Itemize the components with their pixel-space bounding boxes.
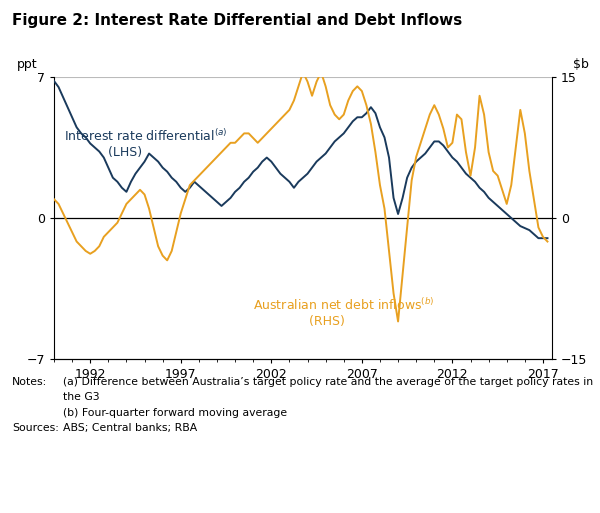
Text: the G3: the G3	[63, 392, 100, 402]
Text: (a) Difference between Australia’s target policy rate and the average of the tar: (a) Difference between Australia’s targe…	[63, 377, 593, 387]
Text: (b) Four-quarter forward moving average: (b) Four-quarter forward moving average	[63, 408, 287, 418]
Text: ABS; Central banks; RBA: ABS; Central banks; RBA	[63, 423, 197, 433]
Text: Sources:: Sources:	[12, 423, 59, 433]
Text: $b: $b	[574, 58, 589, 71]
Text: Australian net debt inflows$^{(b)}$
              (RHS): Australian net debt inflows$^{(b)}$ (RHS…	[253, 297, 435, 328]
Text: Notes:: Notes:	[12, 377, 47, 387]
Text: Figure 2: Interest Rate Differential and Debt Inflows: Figure 2: Interest Rate Differential and…	[12, 13, 462, 28]
Text: ppt: ppt	[17, 58, 37, 71]
Text: Interest rate differential$^{(a)}$
           (LHS): Interest rate differential$^{(a)}$ (LHS)	[64, 128, 227, 159]
